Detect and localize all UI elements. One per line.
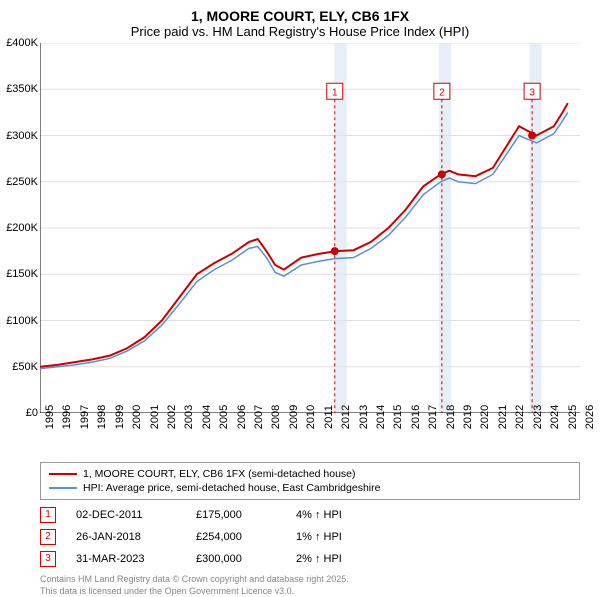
x-tick-label: 2005 (218, 405, 230, 429)
footer-attribution: Contains HM Land Registry data © Crown c… (40, 574, 580, 597)
y-tick-label: £350K (0, 83, 38, 95)
legend-box: 1, MOORE COURT, ELY, CB6 1FX (semi-detac… (40, 462, 580, 500)
event-change: 2% ↑ HPI (296, 553, 342, 565)
x-axis: 1995199619971998199920002001200220032004… (40, 413, 580, 458)
x-tick-label: 2003 (183, 405, 195, 429)
y-tick-label: £50K (0, 361, 38, 373)
x-tick-label: 2000 (131, 405, 143, 429)
y-tick-label: £250K (0, 176, 38, 188)
x-tick-label: 2020 (479, 405, 491, 429)
chart-svg: 1 2 3 (40, 43, 580, 413)
event-marker-icon: 1 (40, 507, 56, 523)
chart-plot-area: 123 £0£50K£100K£150K£200K£250K£300K£350K… (40, 43, 580, 413)
event-date: 26-JAN-2018 (76, 531, 176, 543)
event-row: 3 31-MAR-2023 £300,000 2% ↑ HPI (40, 548, 580, 570)
x-tick-label: 2025 (567, 405, 579, 429)
x-tick-label: 2023 (532, 405, 544, 429)
title-line1: 1, MOORE COURT, ELY, CB6 1FX (0, 8, 600, 24)
event-date: 02-DEC-2011 (76, 509, 176, 521)
event-row: 1 02-DEC-2011 £175,000 4% ↑ HPI (40, 504, 580, 526)
event-marker-icon: 2 (40, 529, 56, 545)
event-price: £175,000 (196, 509, 276, 521)
y-tick-label: £150K (0, 268, 38, 280)
y-tick-label: £400K (0, 37, 38, 49)
x-tick-label: 2007 (253, 405, 265, 429)
x-tick-label: 2014 (375, 405, 387, 429)
svg-text:2: 2 (439, 87, 445, 98)
footer-line: This data is licensed under the Open Gov… (40, 586, 580, 597)
legend-row: 1, MOORE COURT, ELY, CB6 1FX (semi-detac… (49, 467, 571, 481)
legend-label: HPI: Average price, semi-detached house,… (83, 482, 380, 494)
event-price: £300,000 (196, 553, 276, 565)
event-marker-icon: 3 (40, 551, 56, 567)
x-tick-label: 2018 (445, 405, 457, 429)
x-tick-label: 2006 (236, 405, 248, 429)
y-tick-label: £100K (0, 315, 38, 327)
title-line2: Price paid vs. HM Land Registry's House … (0, 24, 600, 39)
x-tick-label: 2022 (514, 405, 526, 429)
x-tick-label: 1998 (96, 405, 108, 429)
x-tick-label: 1997 (79, 405, 91, 429)
svg-text:3: 3 (529, 87, 535, 98)
x-tick-label: 2016 (410, 405, 422, 429)
chart-container: 1, MOORE COURT, ELY, CB6 1FX Price paid … (0, 0, 600, 590)
y-tick-label: £300K (0, 130, 38, 142)
legend-label: 1, MOORE COURT, ELY, CB6 1FX (semi-detac… (83, 468, 356, 480)
event-price: £254,000 (196, 531, 276, 543)
y-tick-label: £0 (0, 407, 38, 419)
y-tick-label: £200K (0, 222, 38, 234)
footer-line: Contains HM Land Registry data © Crown c… (40, 574, 580, 586)
x-tick-label: 1999 (114, 405, 126, 429)
event-date: 31-MAR-2023 (76, 553, 176, 565)
event-change: 1% ↑ HPI (296, 531, 342, 543)
legend-row: HPI: Average price, semi-detached house,… (49, 481, 571, 495)
x-tick-label: 2015 (392, 405, 404, 429)
x-tick-label: 2009 (288, 405, 300, 429)
x-tick-label: 2021 (497, 405, 509, 429)
x-tick-label: 2008 (270, 405, 282, 429)
legend-swatch (49, 487, 77, 489)
x-tick-label: 1996 (61, 405, 73, 429)
x-tick-label: 2004 (201, 405, 213, 429)
x-tick-label: 2026 (584, 405, 596, 429)
x-tick-label: 2017 (427, 405, 439, 429)
x-tick-label: 2010 (305, 405, 317, 429)
event-row: 2 26-JAN-2018 £254,000 1% ↑ HPI (40, 526, 580, 548)
x-tick-label: 1995 (44, 405, 56, 429)
x-tick-label: 2024 (549, 405, 561, 429)
x-tick-label: 2001 (149, 405, 161, 429)
svg-text:1: 1 (332, 87, 338, 98)
x-tick-label: 2012 (340, 405, 352, 429)
events-table: 1 02-DEC-2011 £175,000 4% ↑ HPI 2 26-JAN… (40, 504, 580, 570)
x-tick-label: 2019 (462, 405, 474, 429)
x-tick-label: 2013 (358, 405, 370, 429)
x-tick-label: 2002 (166, 405, 178, 429)
x-tick-label: 2011 (323, 405, 335, 429)
title-block: 1, MOORE COURT, ELY, CB6 1FX Price paid … (0, 0, 600, 43)
legend-swatch (49, 473, 77, 475)
event-change: 4% ↑ HPI (296, 509, 342, 521)
